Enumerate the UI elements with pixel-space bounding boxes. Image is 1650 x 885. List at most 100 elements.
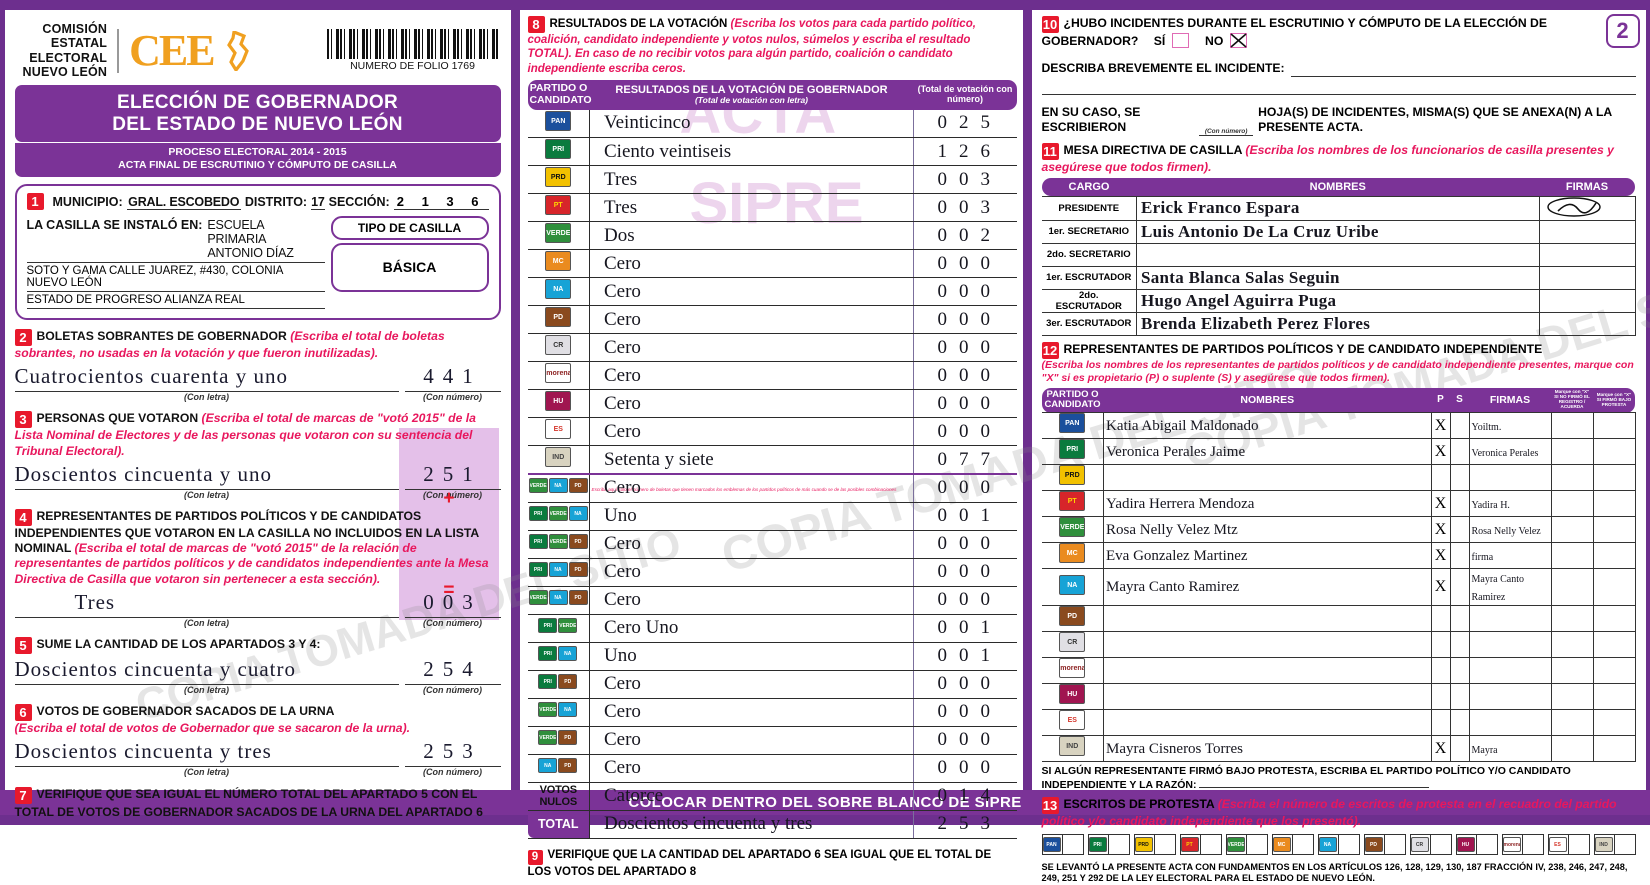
vote-row-numero[interactable]: 000 <box>914 390 1017 418</box>
rep-no-firmo[interactable] <box>1551 684 1593 710</box>
vote-row-numero[interactable]: 000 <box>914 250 1017 278</box>
rep-suplente[interactable] <box>1450 606 1469 632</box>
vote-row-letra[interactable]: Cero <box>590 558 914 586</box>
rep-firma[interactable]: Yadira H. <box>1469 491 1551 517</box>
vote-row-numero[interactable]: 000 <box>914 418 1017 446</box>
section-2-letra-value[interactable]: Cuatrocientos cuarenta y uno <box>15 364 289 388</box>
mesa-firma[interactable] <box>1539 312 1635 335</box>
mesa-firma[interactable] <box>1539 266 1635 289</box>
rep-propietario[interactable] <box>1431 684 1450 710</box>
vote-row-letra[interactable]: Cero <box>590 698 914 726</box>
section-3-letra-value[interactable]: Doscientos cincuenta y uno <box>15 462 273 486</box>
vote-row-letra[interactable]: Cero <box>590 418 914 446</box>
rep-nombre[interactable]: Rosa Nelly Velez Mtz <box>1104 517 1432 543</box>
section-6-letra-value[interactable]: Doscientos cincuenta y tres <box>15 739 272 763</box>
rep-nombre[interactable]: Eva Gonzalez Martinez <box>1104 543 1432 569</box>
rep-bajo-protesta[interactable] <box>1593 543 1635 569</box>
vote-row-numero[interactable]: 003 <box>914 166 1017 194</box>
municipio-value[interactable]: GRAL. ESCOBEDO <box>127 195 241 210</box>
vote-row-numero[interactable]: 000 <box>914 726 1017 754</box>
protest-count-verde[interactable] <box>1246 835 1267 854</box>
rep-propietario[interactable] <box>1431 632 1450 658</box>
describe-incident-input[interactable] <box>1291 76 1636 77</box>
vote-row-numero[interactable]: 000 <box>914 278 1017 306</box>
rep-no-firmo[interactable] <box>1551 606 1593 632</box>
rep-nombre[interactable] <box>1104 710 1432 736</box>
vote-row-letra[interactable]: Setenta y siete <box>590 446 914 475</box>
rep-firma[interactable]: Mayra Canto Ramirez <box>1469 569 1551 606</box>
rep-bajo-protesta[interactable] <box>1593 569 1635 606</box>
address-line-3[interactable]: ESTADO DE PROGRESO ALIANZA REAL <box>27 292 325 309</box>
rep-bajo-protesta[interactable] <box>1593 517 1635 543</box>
protest-count-mc[interactable] <box>1292 835 1313 854</box>
vote-row-numero[interactable]: 001 <box>914 614 1017 642</box>
total-numero[interactable]: 253 <box>914 810 1017 838</box>
protest-box-pri[interactable]: PRI <box>1088 834 1130 855</box>
vote-row-letra[interactable]: Cero <box>590 334 914 362</box>
protest-box-prd[interactable]: PRD <box>1134 834 1176 855</box>
protest-count-pd[interactable] <box>1384 835 1405 854</box>
vote-row-numero[interactable]: 000 <box>914 474 1017 502</box>
rep-firma[interactable] <box>1469 632 1551 658</box>
rep-suplente[interactable] <box>1450 491 1469 517</box>
protest-box-humanista[interactable]: HU <box>1456 834 1498 855</box>
rep-no-firmo[interactable] <box>1551 632 1593 658</box>
rep-propietario[interactable] <box>1431 465 1450 491</box>
rep-no-firmo[interactable] <box>1551 569 1593 606</box>
rep-bajo-protesta[interactable] <box>1593 491 1635 517</box>
nulos-letra[interactable]: Catorce <box>590 782 914 810</box>
mesa-nombre[interactable]: Luis Antonio De La Cruz Uribe <box>1137 220 1540 243</box>
section-3-numero-value[interactable]: 251 <box>423 462 482 486</box>
protest-reason-input[interactable] <box>1199 787 1429 788</box>
vote-row-numero[interactable]: 000 <box>914 530 1017 558</box>
vote-row-numero[interactable]: 001 <box>914 502 1017 530</box>
vote-row-numero[interactable]: 025 <box>914 110 1017 138</box>
rep-suplente[interactable] <box>1450 543 1469 569</box>
vote-row-numero[interactable]: 000 <box>914 754 1017 782</box>
rep-nombre[interactable]: Yadira Herrera Mendoza <box>1104 491 1432 517</box>
rep-propietario[interactable]: X <box>1431 517 1450 543</box>
protest-count-pri[interactable] <box>1108 835 1129 854</box>
address-line-2[interactable]: SOTO Y GAMA CALLE JUAREZ, #430, COLONIA … <box>27 263 325 292</box>
mesa-firma[interactable] <box>1539 289 1635 312</box>
section-6-numero-value[interactable]: 253 <box>423 739 482 763</box>
vote-row-letra[interactable]: Cero Uno <box>590 614 914 642</box>
rep-bajo-protesta[interactable] <box>1593 710 1635 736</box>
no-checkbox[interactable] <box>1230 33 1247 48</box>
section-5-letra-value[interactable]: Doscientos cincuenta y cuatro <box>15 657 297 681</box>
rep-nombre[interactable] <box>1104 658 1432 684</box>
vote-row-numero[interactable]: 000 <box>914 362 1017 390</box>
vote-row-numero[interactable]: 000 <box>914 306 1017 334</box>
protest-box-cruzada[interactable]: CR <box>1410 834 1452 855</box>
rep-bajo-protesta[interactable] <box>1593 632 1635 658</box>
vote-row-letra[interactable]: Cero <box>590 306 914 334</box>
protest-count-es[interactable] <box>1568 835 1589 854</box>
rep-propietario[interactable] <box>1431 606 1450 632</box>
section-4-letra-value[interactable]: Tres <box>75 590 116 614</box>
mesa-nombre[interactable]: Brenda Elizabeth Perez Flores <box>1137 312 1540 335</box>
rep-no-firmo[interactable] <box>1551 439 1593 465</box>
rep-bajo-protesta[interactable] <box>1593 658 1635 684</box>
rep-firma[interactable] <box>1469 710 1551 736</box>
rep-firma[interactable]: Veronica Perales <box>1469 439 1551 465</box>
vote-row-numero[interactable]: 000 <box>914 558 1017 586</box>
describe-incident-line2[interactable] <box>1042 94 1636 95</box>
rep-nombre[interactable] <box>1104 465 1432 491</box>
rep-no-firmo[interactable] <box>1551 465 1593 491</box>
vote-row-letra[interactable]: Ciento veintiseis <box>590 138 914 166</box>
mesa-nombre[interactable]: Erick Franco Espara <box>1137 196 1540 220</box>
rep-propietario[interactable] <box>1431 658 1450 684</box>
rep-firma[interactable] <box>1469 606 1551 632</box>
vote-row-numero[interactable]: 000 <box>914 334 1017 362</box>
protest-box-na[interactable]: NA <box>1318 834 1360 855</box>
rep-propietario[interactable]: X <box>1431 736 1450 762</box>
rep-propietario[interactable]: X <box>1431 569 1450 606</box>
rep-no-firmo[interactable] <box>1551 517 1593 543</box>
vote-row-numero[interactable]: 002 <box>914 222 1017 250</box>
vote-row-letra[interactable]: Dos <box>590 222 914 250</box>
rep-suplente[interactable] <box>1450 632 1469 658</box>
rep-nombre[interactable]: Veronica Perales Jaime <box>1104 439 1432 465</box>
rep-firma[interactable] <box>1469 658 1551 684</box>
mesa-nombre[interactable]: Santa Blanca Salas Seguin <box>1137 266 1540 289</box>
rep-propietario[interactable] <box>1431 710 1450 736</box>
